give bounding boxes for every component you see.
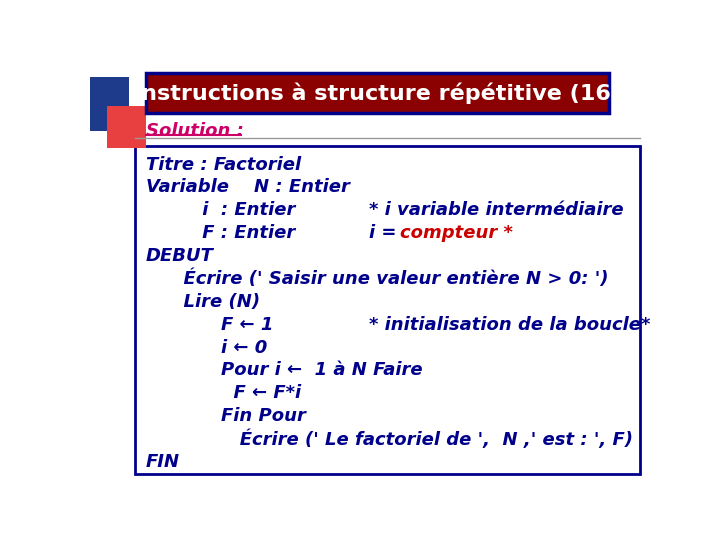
Text: Fin Pour: Fin Pour — [145, 407, 306, 425]
Text: Pour i ←  1 à N Faire: Pour i ← 1 à N Faire — [145, 361, 423, 380]
Text: compteur *: compteur * — [400, 224, 513, 242]
Text: i  : Entier: i : Entier — [145, 201, 295, 219]
Text: * i variable intermédiaire: * i variable intermédiaire — [369, 201, 624, 219]
Text: i ← 0: i ← 0 — [145, 339, 267, 356]
FancyBboxPatch shape — [145, 73, 609, 113]
Text: Écrire (' Le factoriel de ',  N ,' est : ', F): Écrire (' Le factoriel de ', N ,' est : … — [145, 429, 633, 449]
Text: i =: i = — [369, 224, 402, 242]
Text: F ← F*i: F ← F*i — [145, 384, 301, 402]
Text: DEBUT: DEBUT — [145, 247, 214, 265]
FancyBboxPatch shape — [135, 146, 639, 474]
Text: Titre : Factoriel: Titre : Factoriel — [145, 156, 301, 173]
FancyBboxPatch shape — [107, 106, 145, 148]
Text: Instructions à structure répétitive (16): Instructions à structure répétitive (16) — [133, 82, 621, 104]
Text: Variable    N : Entier: Variable N : Entier — [145, 178, 350, 197]
Text: * initialisation de la boucle*: * initialisation de la boucle* — [369, 316, 650, 334]
FancyBboxPatch shape — [90, 77, 129, 131]
Text: Solution :: Solution : — [145, 123, 243, 140]
Text: Écrire (' Saisir une valeur entière N > 0: '): Écrire (' Saisir une valeur entière N > … — [145, 269, 608, 288]
Text: F ← 1: F ← 1 — [145, 316, 273, 334]
Text: F : Entier: F : Entier — [145, 224, 295, 242]
Text: FIN: FIN — [145, 453, 180, 471]
Text: Lire (N): Lire (N) — [145, 293, 260, 311]
